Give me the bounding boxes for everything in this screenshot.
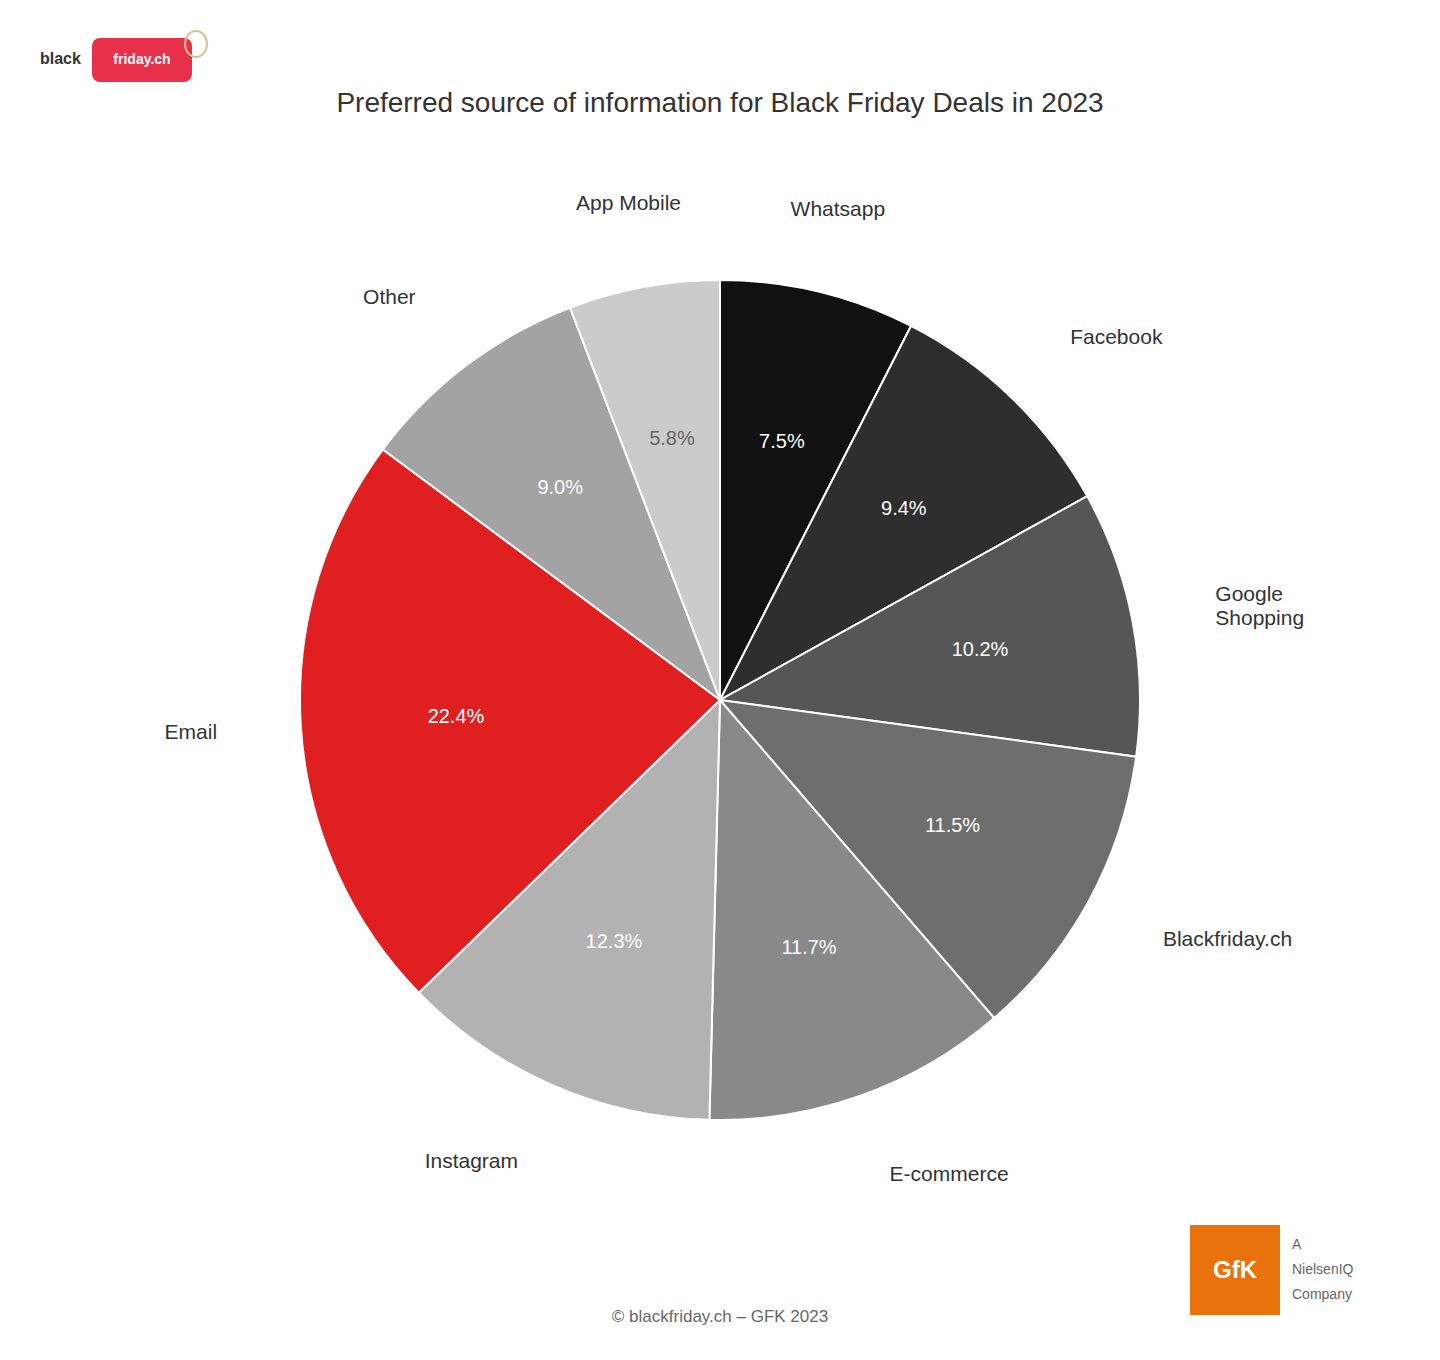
- data-label: 11.7%: [781, 936, 836, 958]
- data-label: 5.8%: [649, 427, 695, 449]
- category-label-line: Whatsapp: [791, 197, 886, 220]
- category-label-line: Instagram: [425, 1148, 518, 1171]
- data-label: 9.4%: [881, 497, 927, 519]
- logo-loop: [185, 31, 207, 57]
- category-label-line: Google: [1215, 581, 1283, 604]
- slice: [709, 700, 994, 1120]
- data-label: 12.3%: [586, 930, 643, 952]
- category-label-line: E-commerce: [890, 1161, 1009, 1184]
- category-label-line: Facebook: [1070, 324, 1163, 347]
- data-label: 22.4%: [428, 705, 485, 727]
- category-label: Facebook: [1070, 324, 1163, 347]
- logo-box: [1190, 1225, 1280, 1315]
- footer: © blackfriday.ch – GFK 2023: [612, 1307, 828, 1326]
- category-label: App Mobile: [576, 191, 681, 214]
- category-labels: Whatsapp Facebook GoogleShopping Blackfrida…: [165, 191, 1304, 1184]
- category-label: Other: [363, 285, 416, 308]
- logo-text: GfK: [1213, 1256, 1258, 1283]
- category-label-line: Email: [165, 720, 218, 743]
- category-label: Whatsapp: [791, 197, 886, 220]
- data-label: 9.0%: [537, 476, 583, 498]
- slice: [570, 280, 720, 700]
- data-labels: 7.5% 9.4% 10.2% 11.5% 11.7% 12.3% 22.4% 9.0% 5.8…: [428, 427, 1009, 958]
- logo-text: Company: [1292, 1286, 1352, 1302]
- logo-text: friday.ch: [113, 51, 170, 67]
- logo-gfk: GfK A NielsenIQ Company: [1190, 1225, 1354, 1315]
- category-label: E-commerce: [890, 1161, 1009, 1184]
- logo-text: black: [40, 50, 81, 67]
- category-label-line: Blackfriday.ch: [1163, 927, 1292, 950]
- data-label: 11.5%: [925, 814, 980, 836]
- data-label: 10.2%: [952, 638, 1009, 660]
- category-label: GoogleShopping: [1215, 581, 1304, 628]
- category-label: Instagram: [425, 1148, 518, 1171]
- logo-tag: [92, 38, 192, 82]
- category-label-line: Other: [363, 285, 416, 308]
- chart: Preferred source of information for Blac…: [0, 0, 1440, 1360]
- category-label: Blackfriday.ch: [1163, 927, 1292, 950]
- data-label: 7.5%: [759, 430, 805, 452]
- pie: 7.5% 9.4% 10.2% 11.5% 11.7% 12.3% 22.4% 9.0% 5.8…: [165, 191, 1304, 1184]
- category-label: Email: [165, 720, 218, 743]
- logo-text: A: [1292, 1236, 1302, 1252]
- category-label-line: App Mobile: [576, 191, 681, 214]
- logo-text: NielsenIQ: [1292, 1261, 1354, 1277]
- category-label-line: Shopping: [1215, 605, 1304, 628]
- slices: [300, 280, 1140, 1120]
- title: Preferred source of information for Blac…: [336, 87, 1103, 118]
- logo-blackfriday: black friday.ch: [40, 31, 207, 82]
